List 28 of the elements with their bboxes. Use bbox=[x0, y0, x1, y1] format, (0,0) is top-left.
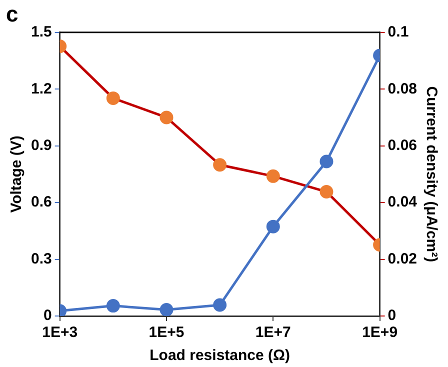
y-tick-label: 0.6 bbox=[30, 194, 52, 211]
point bbox=[266, 220, 280, 234]
y-axis-title: Voltage (V) bbox=[8, 136, 26, 213]
y2-tick-label: 0 bbox=[388, 307, 396, 324]
x-tick-label: 1E+7 bbox=[255, 324, 291, 342]
y2-tick-label: 0.04 bbox=[388, 194, 418, 211]
y2-tick-label: 0.02 bbox=[388, 250, 418, 268]
x-tick-label: 1E+3 bbox=[42, 324, 78, 342]
y-tick-label: 1.5 bbox=[30, 24, 52, 41]
y2-tick-label: 0.08 bbox=[388, 80, 418, 98]
x-tick-label: 1E+9 bbox=[362, 324, 398, 342]
x-axis-title: Load resistance (Ω) bbox=[150, 347, 290, 364]
point bbox=[266, 169, 280, 183]
y-tick-label: 0.9 bbox=[30, 136, 52, 154]
point bbox=[160, 110, 174, 124]
y-tick-label: 0 bbox=[44, 307, 52, 324]
y2-tick-label: 0.06 bbox=[388, 136, 418, 154]
chart-title: c bbox=[6, 1, 18, 26]
point bbox=[213, 158, 227, 172]
y-tick-label: 0.3 bbox=[30, 250, 52, 268]
point bbox=[320, 154, 334, 168]
y-tick-label: 1.2 bbox=[30, 80, 52, 98]
point bbox=[320, 185, 334, 199]
point bbox=[213, 298, 227, 312]
y2-tick-label: 0.1 bbox=[388, 24, 409, 41]
point bbox=[160, 303, 174, 316]
y2-axis-title: Current density (μA/cm²) bbox=[422, 86, 440, 262]
x-tick-label: 1E+5 bbox=[148, 324, 184, 342]
